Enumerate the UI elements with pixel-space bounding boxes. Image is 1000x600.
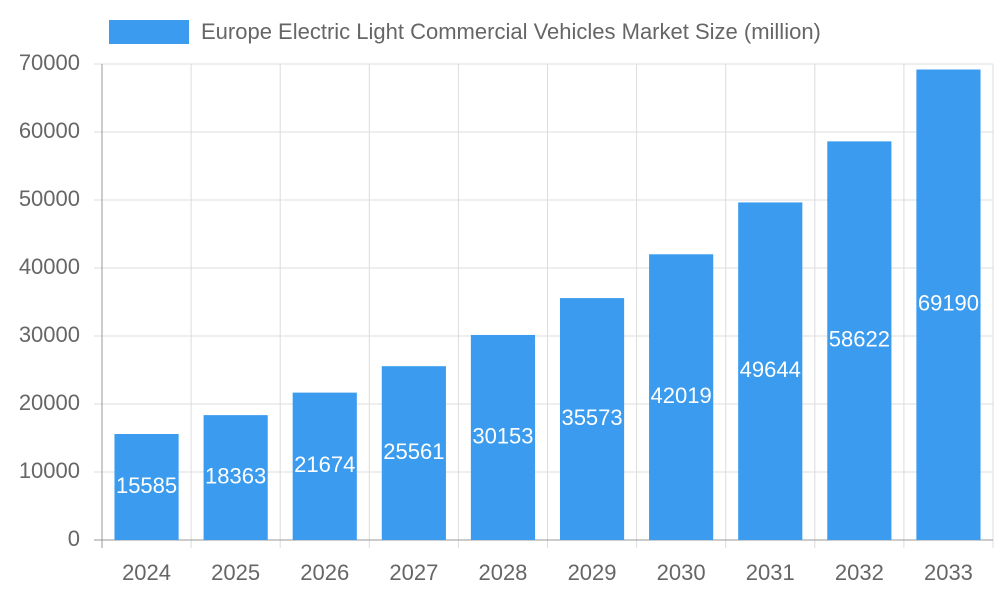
x-tick-label: 2031 (746, 560, 795, 585)
bar (916, 69, 981, 541)
y-tick-label: 20000 (19, 390, 80, 415)
x-tick-label: 2033 (924, 560, 973, 585)
value-label: 15585 (116, 473, 177, 498)
x-tick-label: 2027 (389, 560, 438, 585)
value-label: 21674 (294, 452, 355, 477)
x-tick-label: 2029 (568, 560, 617, 585)
value-label: 49644 (740, 357, 801, 382)
y-tick-label: 60000 (19, 118, 80, 143)
value-label: 25561 (383, 439, 444, 464)
x-tick-label: 2030 (657, 560, 706, 585)
x-tick-label: 2025 (211, 560, 260, 585)
bar (738, 202, 803, 540)
legend-label: Europe Electric Light Commercial Vehicle… (201, 19, 821, 44)
x-tick-label: 2026 (300, 560, 349, 585)
value-label: 69190 (918, 291, 979, 316)
x-tick-label: 2032 (835, 560, 884, 585)
value-label: 30153 (472, 423, 533, 448)
value-label: 42019 (651, 383, 712, 408)
x-tick-label: 2028 (478, 560, 527, 585)
value-label: 58622 (829, 326, 890, 351)
bar (470, 334, 536, 540)
y-tick-label: 10000 (19, 458, 80, 483)
bar (292, 392, 357, 540)
value-label: 18363 (205, 463, 266, 488)
bar (381, 366, 446, 540)
y-tick-label: 40000 (19, 254, 80, 279)
x-tick-label: 2024 (122, 560, 171, 585)
y-tick-label: 50000 (19, 186, 80, 211)
legend-swatch (109, 20, 189, 44)
bar (559, 298, 625, 540)
bar (203, 415, 268, 540)
bar (827, 141, 892, 540)
bar (649, 254, 714, 540)
bar (114, 434, 179, 540)
y-tick-label: 0 (68, 526, 80, 551)
y-tick-label: 70000 (19, 50, 80, 75)
y-tick-label: 30000 (19, 322, 80, 347)
value-label: 35573 (561, 405, 622, 430)
